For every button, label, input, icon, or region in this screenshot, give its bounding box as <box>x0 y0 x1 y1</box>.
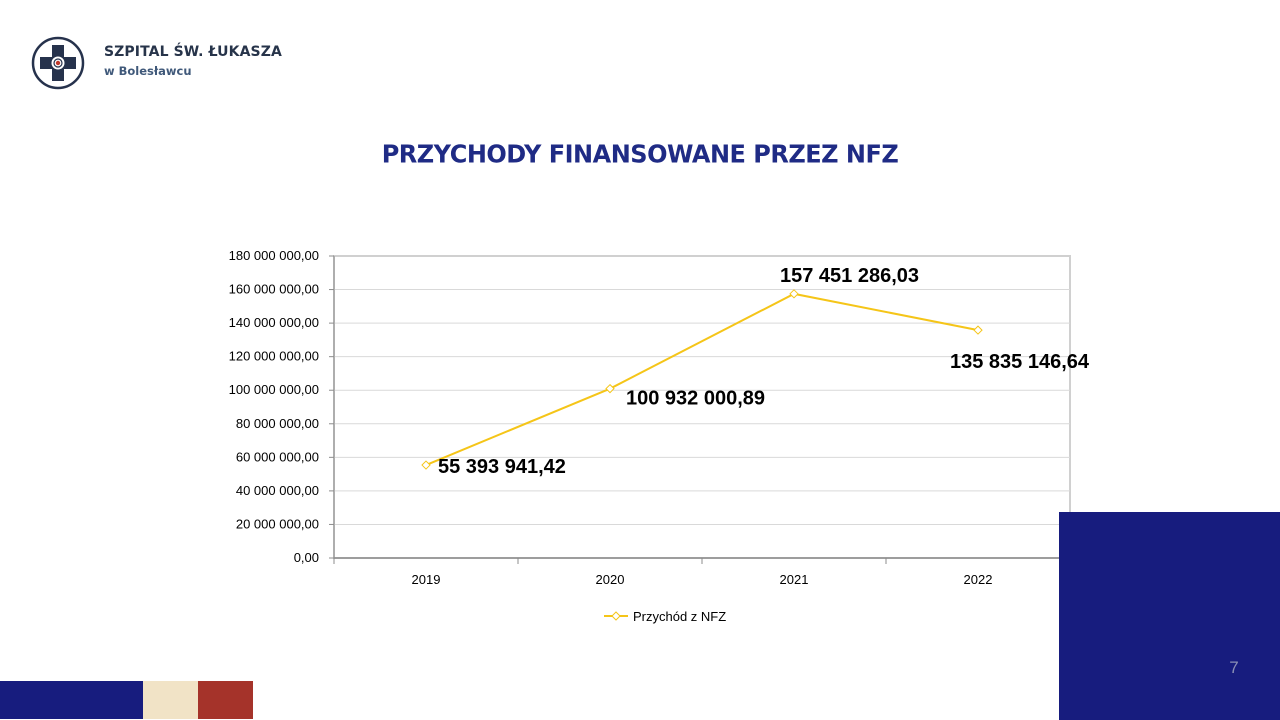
slide-title: PRZYCHODY FINANSOWANE PRZEZ NFZ <box>381 139 899 169</box>
y-tick-label: 120 000 000,00 <box>229 349 319 364</box>
x-tick-label: 2022 <box>964 572 993 587</box>
footer-stripe-cream <box>143 681 198 719</box>
hospital-logo-icon <box>31 36 85 90</box>
y-tick-label: 100 000 000,00 <box>229 382 319 397</box>
data-point-marker <box>605 383 615 394</box>
data-point-marker <box>789 289 799 299</box>
data-point-marker <box>973 325 983 335</box>
brand-name: SZPITAL ŚW. ŁUKASZA <box>104 44 282 60</box>
footer-stripe-navy <box>0 681 143 719</box>
legend-marker <box>611 611 621 621</box>
y-tick-label: 60 000 000,00 <box>236 449 319 464</box>
y-tick-label: 160 000 000,00 <box>229 282 319 297</box>
x-tick-label: 2020 <box>596 572 625 587</box>
data-label: 100 932 000,89 <box>626 388 765 410</box>
data-label: 135 835 146,64 <box>950 351 1090 373</box>
legend-label: Przychód z NFZ <box>633 609 726 624</box>
y-tick-label: 20 000 000,00 <box>236 516 319 531</box>
footer-stripe-red <box>198 681 253 719</box>
y-tick-label: 80 000 000,00 <box>236 416 319 431</box>
series-line <box>425 292 979 466</box>
page-number: 7 <box>1229 658 1239 677</box>
x-tick-label: 2021 <box>780 572 809 587</box>
data-label: 157 451 286,03 <box>780 265 919 287</box>
y-tick-label: 140 000 000,00 <box>229 315 319 330</box>
y-tick-label: 0,00 <box>294 550 319 565</box>
data-point-marker <box>421 460 431 470</box>
y-tick-label: 40 000 000,00 <box>236 483 319 498</box>
brand-subtitle: w Bolesławcu <box>104 64 192 78</box>
x-tick-label: 2019 <box>412 572 441 587</box>
navy-corner-block <box>1059 512 1280 720</box>
y-tick-label: 180 000 000,00 <box>229 248 319 263</box>
data-label: 55 393 941,42 <box>438 456 566 478</box>
